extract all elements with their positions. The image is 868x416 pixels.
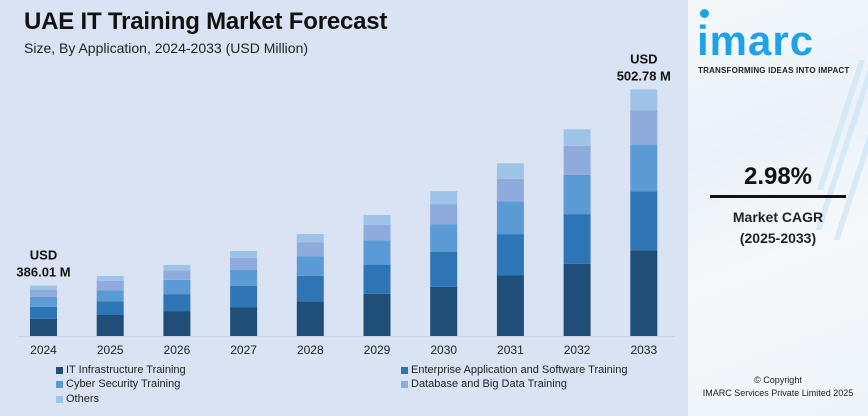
- chart-panel: 2024 2025 2026 2027 2028 2029 2030 2031 2032 2033…: [16, 8, 675, 405]
- bar-segment-cyber-security-training-2024: [30, 296, 57, 307]
- bar-segment-enterprise-application-and-software-training-2030: [430, 252, 458, 287]
- legend-swatch: [56, 366, 63, 374]
- bar-segment-it-infrastructure-training-2027: [230, 307, 258, 336]
- bar-segment-others-2032: [563, 129, 591, 146]
- legend-label: IT Infrastructure Training: [66, 364, 186, 376]
- bar-segment-it-infrastructure-training-2028: [296, 301, 324, 336]
- legend-swatch: [56, 395, 63, 403]
- legend-label: Database and Big Data Training: [411, 378, 567, 390]
- x-tick-labels: 2024 2025 2026 2027 2028 2029 2030 2031 2032 2033: [30, 343, 657, 357]
- legend-item-cyber-security: Cyber Security Training: [56, 378, 180, 390]
- legend-swatch: [401, 380, 408, 388]
- bar-segment-others-2028: [296, 234, 324, 243]
- imarc-logo: imarc: [697, 17, 815, 64]
- legend-swatch: [56, 380, 63, 388]
- bar-segment-others-2027: [230, 251, 258, 258]
- x-tick-label-2029: 2029: [364, 343, 391, 357]
- bar-segment-database-and-big-data-training-2025: [96, 280, 124, 291]
- logo-tagline: TRANSFORMING IDEAS INTO IMPACT: [698, 66, 850, 75]
- bar-segment-cyber-security-training-2033: [630, 144, 658, 192]
- bar-segment-cyber-security-training-2032: [563, 174, 591, 215]
- value-annotations: USD 386.01 M USD 502.78 M: [16, 51, 671, 279]
- bar-segment-database-and-big-data-training-2028: [296, 242, 324, 257]
- stacked-bar-chart: 2024 2025 2026 2027 2028 2029 2030 2031 2032 2033…: [16, 51, 675, 357]
- bar-segment-database-and-big-data-training-2032: [563, 145, 591, 175]
- legend-item-it-infrastructure: IT Infrastructure Training: [56, 364, 186, 376]
- bar-segment-database-and-big-data-training-2033: [630, 110, 658, 145]
- bar-segment-cyber-security-training-2026: [163, 279, 191, 295]
- bar-segment-it-infrastructure-training-2026: [163, 311, 191, 336]
- x-tick-label-2028: 2028: [297, 343, 324, 357]
- bar-segment-others-2031: [496, 163, 524, 179]
- bar-segment-enterprise-application-and-software-training-2029: [363, 264, 391, 294]
- bar-segment-enterprise-application-and-software-training-2032: [563, 214, 591, 264]
- bar-segment-it-infrastructure-training-2031: [496, 275, 524, 336]
- cagr-label: Market CAGR: [732, 209, 824, 225]
- bar-segment-it-infrastructure-training-2030: [430, 286, 458, 336]
- bar-segment-database-and-big-data-training-2027: [230, 257, 258, 270]
- bar-segment-enterprise-application-and-software-training-2024: [30, 306, 57, 319]
- legend-item-enterprise-application: Enterprise Application and Software Trai…: [401, 364, 627, 376]
- x-tick-label-2032: 2032: [564, 343, 591, 357]
- chart-subtitle: Size, By Application, 2024-2033 (USD Mil…: [24, 40, 309, 56]
- copyright-line-1: © Copyright: [754, 375, 802, 385]
- bar-segment-enterprise-application-and-software-training-2033: [630, 191, 658, 251]
- copyright: © Copyright IMARC Services Private Limit…: [688, 374, 868, 400]
- bar-segment-enterprise-application-and-software-training-2031: [496, 234, 524, 276]
- bar-segment-database-and-big-data-training-2030: [430, 204, 458, 225]
- bar-segment-enterprise-application-and-software-training-2027: [230, 285, 258, 308]
- cagr-period: (2025-2033): [739, 230, 817, 246]
- value-label-2024-currency: USD: [30, 248, 57, 263]
- bar-segment-others-2030: [430, 191, 458, 205]
- cagr-divider: [710, 195, 846, 198]
- legend-swatch: [401, 366, 408, 374]
- chart-title: UAE IT Training Market Forecast: [24, 8, 388, 35]
- copyright-line-2: IMARC Services Private Limited 2025: [702, 388, 854, 398]
- bar-segment-cyber-security-training-2028: [296, 256, 324, 276]
- x-tick-label-2033: 2033: [630, 343, 657, 357]
- bar-segment-others-2033: [630, 89, 658, 111]
- bar-segment-others-2025: [96, 276, 124, 281]
- bar-segment-cyber-security-training-2031: [496, 201, 524, 235]
- bar-segment-cyber-security-training-2030: [430, 224, 458, 252]
- x-tick-label-2026: 2026: [164, 343, 191, 357]
- bar-segment-it-infrastructure-training-2029: [363, 293, 391, 336]
- x-tick-label-2024: 2024: [30, 343, 57, 357]
- legend-item-others: Others: [56, 393, 99, 405]
- bar-segment-it-infrastructure-training-2032: [563, 263, 591, 336]
- bar-segment-enterprise-application-and-software-training-2028: [296, 275, 324, 302]
- logo-dot-icon: [700, 9, 709, 18]
- bar-segment-others-2026: [163, 264, 191, 271]
- bar-segment-cyber-security-training-2027: [230, 269, 258, 286]
- bar-segment-database-and-big-data-training-2026: [163, 270, 191, 280]
- x-tick-label-2030: 2030: [430, 343, 457, 357]
- bar-segment-enterprise-application-and-software-training-2026: [163, 294, 191, 312]
- bar-segment-cyber-security-training-2025: [96, 290, 124, 302]
- legend-label: Others: [66, 393, 100, 405]
- x-tick-label-2031: 2031: [497, 343, 524, 357]
- legend-label: Enterprise Application and Software Trai…: [411, 364, 628, 376]
- cagr-label-block: Market CAGR (2025-2033): [688, 207, 868, 249]
- bar-segment-cyber-security-training-2029: [363, 240, 391, 265]
- cagr-value: 2.98%: [743, 163, 813, 190]
- bar-segment-others-2029: [363, 215, 391, 225]
- value-label-2024-amount: 386.01 M: [16, 265, 70, 280]
- bar-segment-others-2024: [30, 285, 57, 290]
- value-label-2033-amount: 502.78 M: [617, 68, 671, 83]
- x-tick-label-2025: 2025: [97, 343, 124, 357]
- info-sidebar: imarc TRANSFORMING IDEAS INTO IMPACT 2.9…: [688, 0, 868, 416]
- value-label-2033-currency: USD: [630, 51, 657, 66]
- bar-segment-enterprise-application-and-software-training-2025: [96, 301, 124, 315]
- bar-segment-it-infrastructure-training-2024: [30, 318, 57, 336]
- legend-item-database-big-data: Database and Big Data Training: [401, 378, 567, 390]
- bar-segment-it-infrastructure-training-2025: [96, 315, 124, 336]
- bar-segment-database-and-big-data-training-2031: [496, 178, 524, 202]
- bars-group: [30, 89, 658, 336]
- legend-label: Cyber Security Training: [66, 378, 181, 390]
- bar-segment-it-infrastructure-training-2033: [630, 250, 658, 336]
- bar-segment-database-and-big-data-training-2024: [30, 289, 57, 297]
- bar-segment-database-and-big-data-training-2029: [363, 224, 391, 241]
- x-tick-label-2027: 2027: [230, 343, 257, 357]
